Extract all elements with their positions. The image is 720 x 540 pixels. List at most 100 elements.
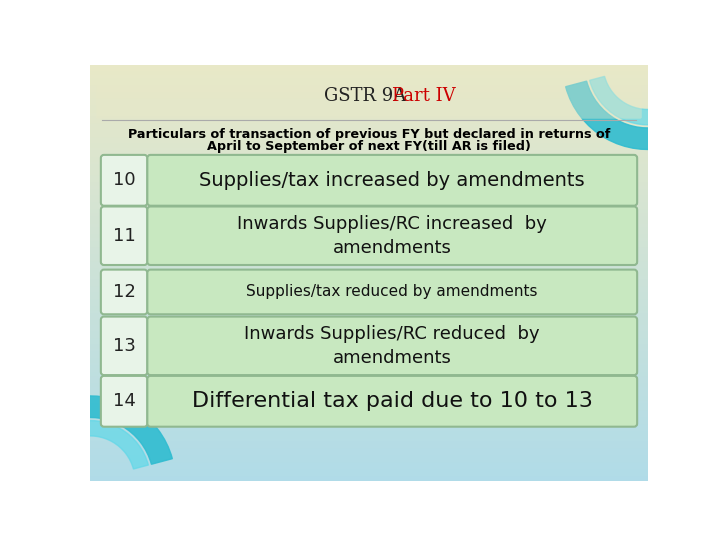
Bar — [90, 422, 648, 425]
Bar — [90, 307, 648, 311]
Wedge shape — [590, 76, 664, 125]
Bar — [90, 124, 648, 127]
Bar — [90, 162, 648, 165]
Bar — [90, 328, 648, 332]
Bar — [90, 131, 648, 134]
Bar — [90, 228, 648, 231]
FancyBboxPatch shape — [148, 376, 637, 427]
Bar — [90, 273, 648, 276]
Bar — [90, 439, 648, 442]
Bar — [90, 353, 648, 356]
FancyBboxPatch shape — [101, 316, 148, 375]
Bar — [90, 200, 648, 204]
Bar — [90, 383, 648, 387]
Bar — [90, 65, 648, 68]
Bar — [90, 85, 648, 89]
Bar — [90, 470, 648, 474]
Bar — [90, 380, 648, 383]
Bar — [90, 370, 648, 373]
Bar — [90, 207, 648, 211]
Bar — [90, 72, 648, 75]
Bar — [90, 151, 648, 155]
Wedge shape — [68, 396, 172, 464]
Bar — [90, 79, 648, 82]
Bar — [90, 238, 648, 241]
Text: Supplies/tax reduced by amendments: Supplies/tax reduced by amendments — [246, 285, 538, 300]
Bar — [90, 432, 648, 436]
Bar — [90, 234, 648, 238]
Bar — [90, 346, 648, 349]
Bar — [90, 359, 648, 363]
Bar — [90, 103, 648, 106]
Text: Supplies/tax increased by amendments: Supplies/tax increased by amendments — [199, 171, 585, 190]
Bar — [90, 197, 648, 200]
Bar — [90, 397, 648, 401]
Bar — [90, 269, 648, 273]
Bar — [90, 165, 648, 168]
Bar — [90, 366, 648, 370]
Bar — [90, 387, 648, 390]
Bar — [90, 356, 648, 359]
Bar — [90, 75, 648, 79]
FancyBboxPatch shape — [101, 269, 148, 314]
Bar — [90, 117, 648, 120]
Bar — [90, 110, 648, 113]
Bar — [90, 314, 648, 318]
Bar — [90, 217, 648, 221]
Bar — [90, 297, 648, 300]
Bar — [90, 134, 648, 138]
Bar — [90, 106, 648, 110]
Bar — [90, 280, 648, 283]
Bar — [90, 342, 648, 346]
Bar — [90, 300, 648, 304]
Bar — [90, 446, 648, 449]
Text: 11: 11 — [113, 227, 135, 245]
Text: 13: 13 — [112, 337, 135, 355]
Bar — [90, 408, 648, 411]
Text: GSTR 9A: GSTR 9A — [324, 86, 406, 105]
Bar — [90, 283, 648, 287]
Bar — [90, 96, 648, 99]
Bar — [90, 214, 648, 217]
Bar — [90, 245, 648, 248]
Bar — [90, 204, 648, 207]
Bar — [90, 155, 648, 158]
Bar — [90, 404, 648, 408]
FancyBboxPatch shape — [101, 155, 148, 206]
Bar — [90, 221, 648, 224]
Bar — [90, 415, 648, 418]
Bar — [90, 287, 648, 290]
Bar — [90, 311, 648, 314]
Bar — [90, 456, 648, 460]
Bar — [90, 176, 648, 179]
Bar — [90, 467, 648, 470]
Bar — [90, 321, 648, 325]
Bar — [90, 290, 648, 294]
Bar — [90, 401, 648, 404]
Bar — [90, 241, 648, 245]
Bar — [90, 255, 648, 259]
Bar — [90, 120, 648, 124]
Bar — [90, 349, 648, 353]
Bar — [90, 453, 648, 456]
Text: Inwards Supplies/RC reduced  by
amendments: Inwards Supplies/RC reduced by amendment… — [244, 325, 540, 367]
Bar — [90, 332, 648, 335]
Bar — [90, 390, 648, 394]
Bar — [90, 429, 648, 432]
Bar — [90, 373, 648, 377]
Bar — [90, 418, 648, 422]
FancyBboxPatch shape — [96, 73, 642, 119]
Bar — [90, 377, 648, 380]
Bar — [90, 394, 648, 397]
Bar — [90, 266, 648, 269]
Bar — [90, 335, 648, 339]
Bar — [90, 190, 648, 193]
FancyBboxPatch shape — [148, 155, 637, 206]
Bar — [90, 276, 648, 280]
Bar — [90, 252, 648, 255]
Bar — [90, 224, 648, 228]
FancyBboxPatch shape — [101, 376, 148, 427]
Bar — [90, 304, 648, 307]
Bar — [90, 363, 648, 366]
Bar — [90, 262, 648, 266]
